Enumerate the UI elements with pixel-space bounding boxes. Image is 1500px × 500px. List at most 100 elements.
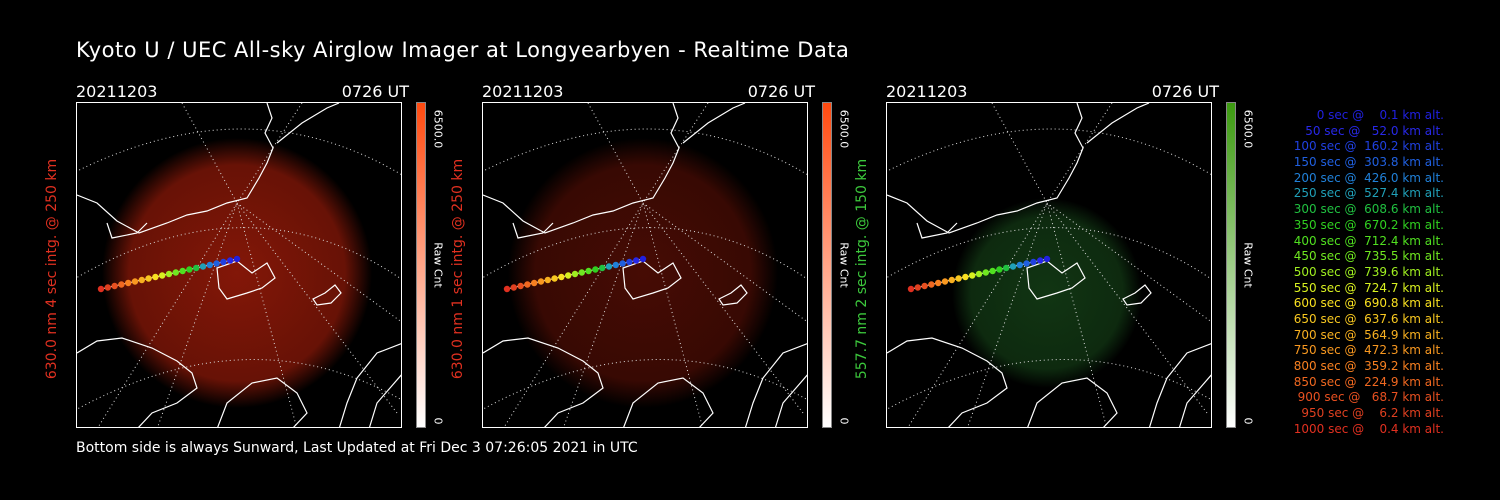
- trajectory-point: [1030, 258, 1037, 266]
- colorbar-max-label: 6500.0: [1241, 109, 1255, 149]
- trajectory-point: [544, 276, 551, 284]
- colorbar-max-label: 6500.0: [837, 109, 851, 149]
- trajectory-point: [118, 281, 125, 288]
- colorbar: [416, 102, 426, 428]
- allsky-map: [482, 102, 808, 428]
- legend-entry: 300 sec @ 608.6 km alt.: [1293, 202, 1444, 217]
- legend-entry: 850 sec @ 224.9 km alt.: [1293, 374, 1444, 389]
- meridian-line: [1046, 103, 1113, 204]
- trajectory-point: [558, 273, 565, 281]
- trajectory-point: [517, 282, 524, 290]
- trajectory-point: [152, 273, 159, 281]
- panel-date: 20211203: [886, 82, 968, 101]
- trajectory-point: [585, 267, 592, 275]
- map-graphic: [77, 103, 401, 427]
- colorbar-min-label: 0: [837, 417, 851, 425]
- coastline: [217, 377, 308, 427]
- panel-wavelength-label: 630.0 nm 4 sec intg. @ 250 km: [44, 158, 60, 380]
- coastline: [338, 343, 401, 427]
- colorbar-unit-label: Raw Cnt: [431, 242, 445, 288]
- meridian-line: [236, 202, 398, 414]
- colorbar-unit-label: Raw Cnt: [837, 242, 851, 288]
- coastline: [368, 374, 401, 427]
- trajectory-point: [193, 264, 200, 272]
- trajectory-point: [969, 272, 976, 279]
- trajectory-point: [172, 269, 179, 276]
- trajectory-point: [928, 281, 935, 288]
- trajectory-point: [914, 284, 921, 291]
- panel-date: 20211203: [76, 82, 158, 101]
- coastline: [1178, 374, 1211, 427]
- coastline: [1027, 377, 1118, 427]
- meridian-line: [1046, 202, 1208, 414]
- trajectory-point: [179, 267, 186, 275]
- legend-entry: 250 sec @ 527.4 km alt.: [1293, 186, 1444, 201]
- coastline: [682, 103, 746, 144]
- legend-entry: 200 sec @ 426.0 km alt.: [1293, 170, 1444, 185]
- trajectory-point: [982, 269, 989, 276]
- colorbar-min-label: 0: [431, 417, 445, 425]
- trajectory-point: [935, 279, 942, 287]
- colorbar-min-label: 0: [1241, 417, 1255, 425]
- trajectory-point: [592, 266, 599, 273]
- trajectory-track: [907, 255, 1051, 293]
- trajectory-point: [633, 257, 640, 264]
- meridian-line: [97, 202, 238, 427]
- panel-wavelength-label: 630.0 nm 1 sec intg. @ 250 km: [450, 158, 466, 380]
- panel-time: 0726 UT: [747, 82, 815, 101]
- coastline: [77, 103, 274, 234]
- colorbar: [1226, 102, 1236, 428]
- coastline: [216, 260, 276, 300]
- trajectory-point: [639, 255, 647, 263]
- legend-entry: 650 sec @ 637.6 km alt.: [1293, 311, 1444, 326]
- trajectory-point: [537, 278, 545, 285]
- latitude-arc: [887, 227, 1211, 280]
- coastline: [106, 222, 148, 239]
- coastline: [622, 260, 682, 300]
- legend-entry: 100 sec @ 160.2 km alt.: [1293, 139, 1444, 154]
- coastline: [483, 103, 680, 234]
- colorbar-unit-label: Raw Cnt: [1241, 242, 1255, 288]
- trajectory-point: [524, 281, 531, 288]
- latitude-arc: [77, 227, 401, 280]
- legend-entry: 800 sec @ 359.2 km alt.: [1293, 359, 1444, 373]
- trajectory-point: [996, 266, 1003, 273]
- trajectory-point: [1003, 264, 1010, 272]
- coastline: [1086, 103, 1150, 144]
- meridian-line: [642, 202, 804, 414]
- allsky-map: [886, 102, 1212, 428]
- trajectory-legend: 0 sec @ 0.1 km alt. 50 sec @ 52.0 km alt.…: [1262, 108, 1444, 437]
- trajectory-point: [125, 279, 132, 287]
- image-panel-1: 20211203 0726 UT 630.0 nm 4 sec intg. @ …: [44, 80, 476, 430]
- latitude-arc: [887, 128, 1211, 176]
- trajectory-track: [97, 255, 241, 293]
- legend-entry: 950 sec @ 6.2 km alt.: [1301, 406, 1444, 421]
- trajectory-point: [97, 285, 105, 293]
- trajectory-point: [510, 284, 517, 291]
- trajectory-point: [921, 282, 928, 290]
- trajectory-point: [220, 258, 227, 266]
- legend-entry: 550 sec @ 724.7 km alt.: [1293, 280, 1444, 295]
- meridian-line: [1046, 202, 1107, 427]
- trajectory-point: [612, 261, 619, 269]
- trajectory-point: [605, 263, 613, 270]
- map-graphic: [483, 103, 807, 427]
- trajectory-point: [962, 273, 969, 281]
- trajectory-point: [599, 264, 606, 272]
- trajectory-point: [1023, 260, 1030, 267]
- trajectory-point: [186, 266, 193, 273]
- trajectory-point: [955, 275, 962, 282]
- meridian-line: [642, 202, 703, 427]
- coastline: [276, 103, 340, 144]
- trajectory-point: [206, 261, 213, 269]
- trajectory-point: [975, 270, 983, 278]
- trajectory-point: [1043, 255, 1051, 263]
- coastline: [744, 343, 807, 427]
- trajectory-point: [104, 284, 111, 291]
- coastline: [512, 222, 554, 239]
- trajectory-point: [551, 275, 558, 282]
- legend-entry: 500 sec @ 739.6 km alt.: [1293, 264, 1444, 279]
- meridian-line: [991, 103, 1048, 204]
- meridian-line: [503, 202, 644, 427]
- trajectory-point: [907, 285, 915, 293]
